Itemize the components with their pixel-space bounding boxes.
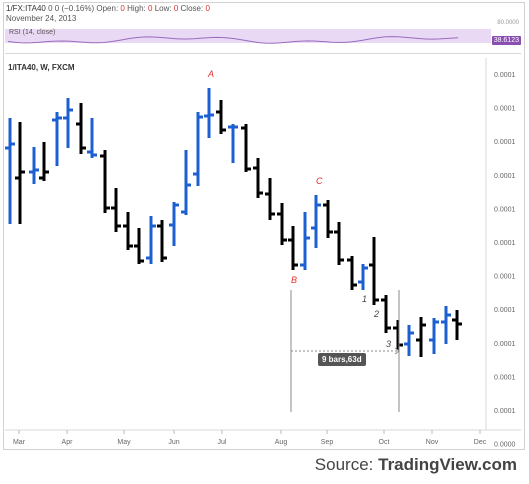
ohlc-bar	[416, 317, 426, 357]
price-tick-label: 0.0001	[494, 341, 516, 348]
annotation-1: 1	[362, 294, 367, 304]
annotation-a: A	[207, 69, 214, 79]
chart-title: 1/ITA40, W, FXCM	[8, 63, 75, 72]
ohlc-bar	[347, 256, 357, 290]
time-axis[interactable]: Mar Apr May Jun Jul Aug Sep Oct Nov Dec	[13, 430, 487, 446]
high-value: 0	[148, 4, 153, 13]
time-tick-label: Nov	[426, 439, 439, 446]
rsi-line-path	[7, 36, 459, 44]
price-tick-label: 0.0000	[494, 442, 516, 449]
price-tick-label: 0.0001	[494, 408, 516, 415]
measure-tool[interactable]	[290, 290, 400, 412]
price-tick-label: 0.0001	[494, 106, 516, 113]
ohlc-bar	[157, 220, 167, 262]
symbol-values: 0 0 (−0.16%)	[48, 4, 95, 13]
annotation-2: 2	[373, 309, 379, 319]
ohlc-bar	[123, 212, 133, 250]
ohlc-bar	[216, 100, 226, 134]
header-date: November 24, 2013	[6, 14, 77, 23]
annotation-3: 3	[386, 339, 391, 349]
ohlc-bar	[369, 237, 379, 305]
ohlc-bar	[300, 212, 310, 270]
time-tick-label: Jul	[218, 439, 227, 446]
pane-separator[interactable]	[5, 53, 521, 54]
ohlc-bar	[253, 158, 263, 198]
time-tick-label: Sep	[321, 439, 334, 446]
price-tick-label: 0.0001	[494, 274, 516, 281]
ohlc-bar	[452, 310, 462, 340]
price-axis[interactable]: 0.0001 0.0001 0.0001 0.0001 0.0001 0.0001 0.00…	[485, 58, 516, 449]
ohlc-bar	[5, 118, 15, 224]
time-tick-label: Mar	[13, 439, 26, 446]
ohlc-bar	[358, 264, 368, 290]
ohlc-bar	[76, 103, 86, 154]
ohlc-bar	[63, 98, 73, 148]
ohlc-bar	[111, 188, 121, 232]
ohlc-bar	[193, 112, 203, 186]
ohlc-bar	[311, 195, 321, 248]
open-label: Open:	[96, 4, 119, 13]
ohlc-bar	[404, 325, 414, 356]
source-brand: TradingView.com	[378, 455, 517, 474]
ohlc-bar	[288, 226, 298, 270]
ohlc-bar	[381, 295, 391, 333]
ohlc-bar	[228, 124, 238, 163]
ohlc-bar	[146, 216, 156, 264]
ohlc-bar	[265, 178, 275, 220]
price-tick-label: 0.0001	[494, 206, 516, 213]
close-label: Close:	[180, 4, 204, 13]
measure-label: 9 bars,63d	[318, 353, 366, 366]
wave-annotations: A B C 1 2 3	[207, 69, 391, 349]
ohlc-bar	[169, 202, 179, 246]
time-tick-label: May	[117, 439, 131, 446]
ohlc-bar	[277, 203, 287, 245]
time-tick-label: Jun	[168, 439, 179, 446]
chart-frame[interactable]	[3, 2, 525, 450]
symbol-name[interactable]: 1/FX:ITA40	[6, 4, 46, 13]
ohlc-bar	[39, 142, 49, 181]
ohlc-bar	[15, 122, 25, 224]
ohlc-bar	[441, 306, 451, 344]
open-value: 0	[120, 4, 125, 13]
ohlc-bar	[204, 88, 214, 138]
source-credit: Source: TradingView.com	[315, 455, 517, 475]
time-tick-label: Aug	[275, 439, 288, 446]
low-label: Low:	[154, 4, 172, 13]
time-tick-label: Oct	[379, 439, 390, 446]
ohlc-bar	[87, 118, 97, 158]
ohlc-bars	[5, 88, 462, 357]
rsi-top-tick: 80.0000	[497, 20, 519, 26]
ohlc-bar	[393, 320, 403, 350]
high-label: High:	[127, 4, 146, 13]
rsi-value-badge: 38.6123	[491, 36, 521, 45]
ohlc-bar	[429, 318, 439, 354]
ohlc-bar	[323, 200, 333, 238]
price-tick-label: 0.0001	[494, 240, 516, 247]
rsi-label[interactable]: RSI (14, close)	[9, 29, 56, 36]
price-tick-label: 0.0001	[494, 173, 516, 180]
time-tick-label: Dec	[474, 439, 487, 446]
ohlc-bar	[334, 222, 344, 265]
measure-arrow-icon	[394, 347, 400, 355]
ohlc-bar	[100, 150, 110, 213]
ohlc-bar	[134, 228, 144, 264]
ohlc-bar	[29, 147, 39, 184]
ohlc-bar	[241, 124, 251, 172]
annotation-b: B	[291, 275, 297, 285]
ohlc-bar	[181, 150, 191, 215]
low-value: 0	[173, 4, 179, 13]
symbol-header: 1/FX:ITA40 0 0 (−0.16%) Open: 0 High: 0 …	[6, 4, 210, 24]
price-tick-label: 0.0001	[494, 307, 516, 314]
source-prefix: Source:	[314, 455, 374, 474]
price-tick-label: 0.0001	[494, 374, 516, 381]
price-tick-label: 0.0001	[494, 72, 516, 79]
time-tick-label: Apr	[62, 439, 74, 446]
annotation-c: C	[316, 176, 323, 186]
rsi-line	[7, 36, 459, 44]
ohlc-bar	[52, 112, 62, 166]
price-tick-label: 0.0001	[494, 139, 516, 146]
close-value: 0	[205, 4, 210, 13]
